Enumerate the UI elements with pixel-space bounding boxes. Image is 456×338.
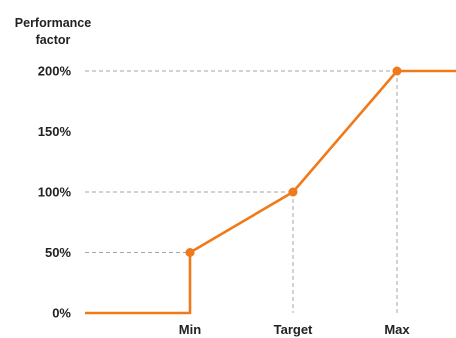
- data-point-marker: [392, 66, 402, 76]
- y-axis-label-line-2: factor: [35, 33, 71, 47]
- y-tick-label: 0%: [52, 306, 71, 321]
- y-axis-label: Performance factor: [8, 15, 98, 49]
- y-tick-label: 50%: [45, 245, 71, 260]
- series-line: [85, 69, 456, 315]
- y-tick-label: 100%: [38, 185, 72, 200]
- y-tick-label: 150%: [38, 124, 72, 139]
- x-tick-label: Target: [274, 322, 313, 337]
- data-point-marker: [185, 248, 195, 257]
- y-axis-label-line-1: Performance: [14, 16, 92, 30]
- y-tick-label: 200%: [38, 64, 72, 79]
- data-point-marker: [288, 187, 298, 197]
- x-tick-label: Max: [384, 322, 410, 337]
- x-tick-label: Min: [179, 322, 201, 337]
